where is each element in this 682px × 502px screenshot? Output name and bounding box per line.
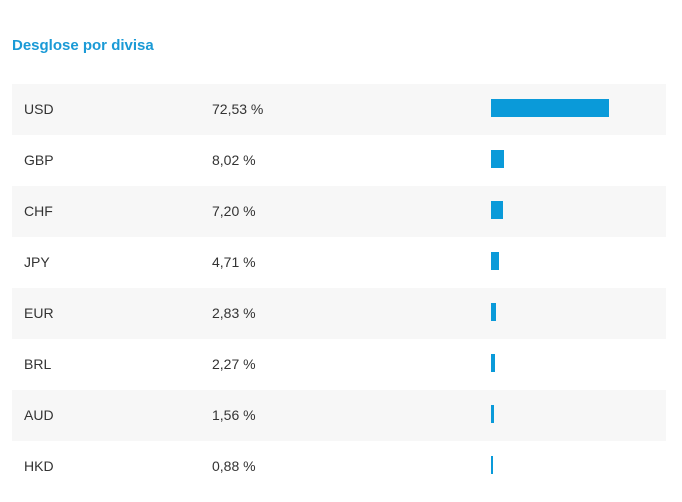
percentage-bar bbox=[491, 252, 499, 270]
bar-track bbox=[491, 150, 661, 168]
bar-track bbox=[491, 405, 661, 423]
currency-label: AUD bbox=[24, 407, 54, 423]
bar-track bbox=[491, 303, 661, 321]
table-row: EUR 2,83 % bbox=[12, 288, 666, 339]
table-row: HKD 0,88 % bbox=[12, 441, 666, 492]
bar-track bbox=[491, 252, 661, 270]
currency-label: JPY bbox=[24, 254, 50, 270]
table-row: GBP 8,02 % bbox=[12, 135, 666, 186]
percentage-value: 0,88 % bbox=[212, 458, 256, 474]
currency-label: GBP bbox=[24, 152, 54, 168]
percentage-value: 2,83 % bbox=[212, 305, 256, 321]
table-row: USD 72,53 % bbox=[12, 84, 666, 135]
currency-breakdown-table: USD 72,53 % GBP 8,02 % CHF 7,20 % JPY 4,… bbox=[12, 84, 666, 492]
percentage-value: 4,71 % bbox=[212, 254, 256, 270]
currency-label: USD bbox=[24, 101, 54, 117]
bar-track bbox=[491, 354, 661, 372]
currency-label: EUR bbox=[24, 305, 54, 321]
bar-track bbox=[491, 456, 661, 474]
percentage-bar bbox=[491, 354, 495, 372]
bar-track bbox=[491, 99, 661, 117]
percentage-bar bbox=[491, 150, 504, 168]
currency-label: HKD bbox=[24, 458, 54, 474]
table-row: AUD 1,56 % bbox=[12, 390, 666, 441]
table-row: CHF 7,20 % bbox=[12, 186, 666, 237]
section-title: Desglose por divisa bbox=[12, 37, 154, 54]
bar-track bbox=[491, 201, 661, 219]
table-row: BRL 2,27 % bbox=[12, 339, 666, 390]
percentage-value: 2,27 % bbox=[212, 356, 256, 372]
table-row: JPY 4,71 % bbox=[12, 237, 666, 288]
currency-label: CHF bbox=[24, 203, 53, 219]
percentage-value: 8,02 % bbox=[212, 152, 256, 168]
percentage-value: 1,56 % bbox=[212, 407, 256, 423]
percentage-bar bbox=[491, 303, 496, 321]
percentage-value: 7,20 % bbox=[212, 203, 256, 219]
percentage-bar bbox=[491, 405, 494, 423]
currency-label: BRL bbox=[24, 356, 52, 372]
percentage-bar bbox=[491, 456, 493, 474]
percentage-bar bbox=[491, 201, 503, 219]
percentage-bar bbox=[491, 99, 609, 117]
percentage-value: 72,53 % bbox=[212, 101, 264, 117]
